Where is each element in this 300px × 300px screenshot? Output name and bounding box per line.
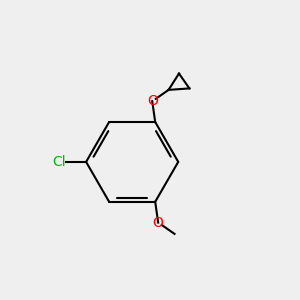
Text: Cl: Cl (52, 155, 66, 169)
Text: O: O (147, 94, 158, 108)
Text: O: O (153, 216, 164, 230)
